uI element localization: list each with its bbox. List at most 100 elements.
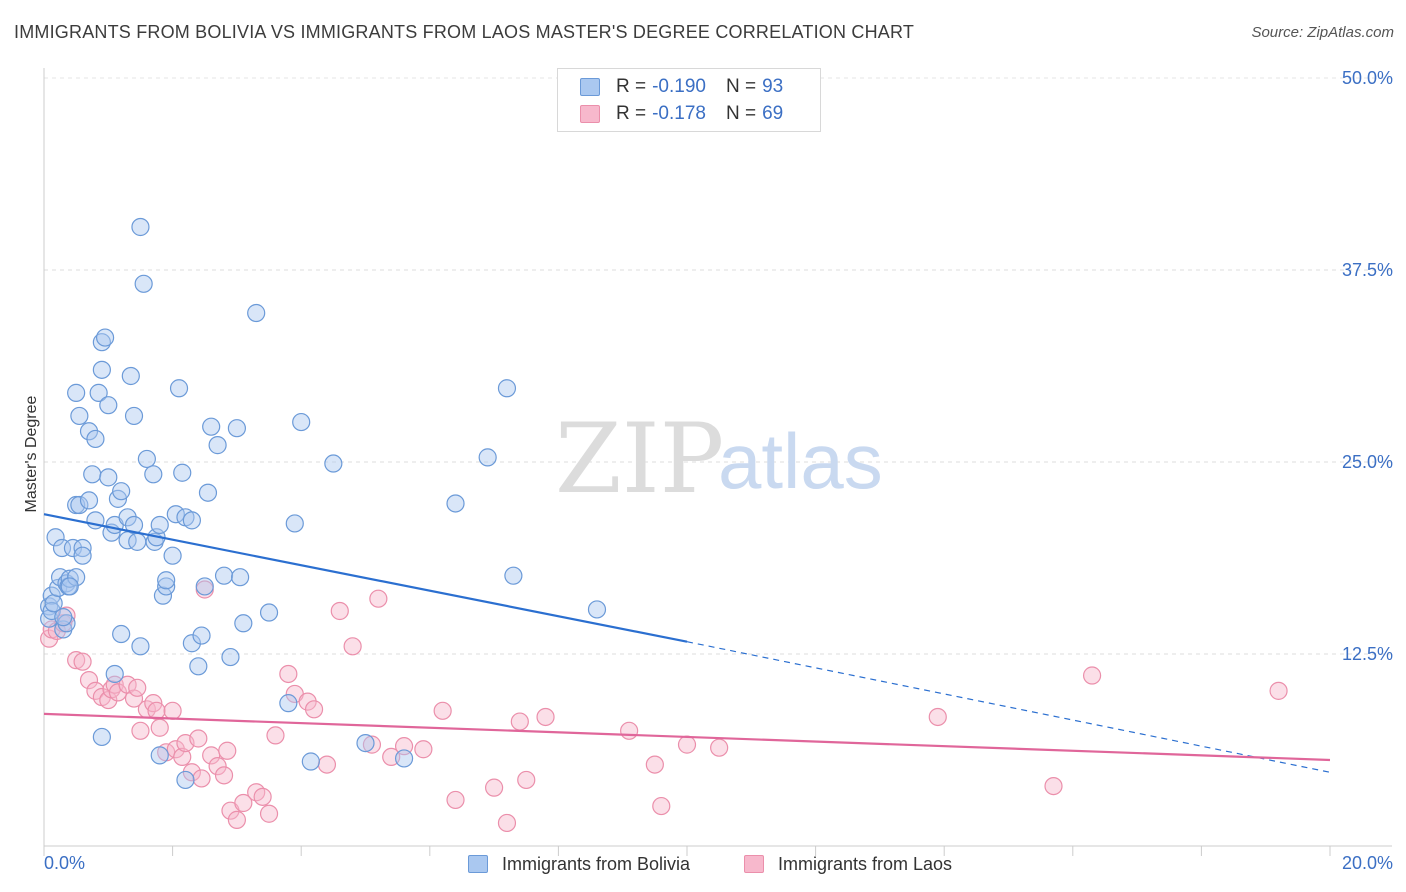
data-point: [292, 412, 311, 432]
data-point: [928, 707, 947, 727]
data-point: [63, 538, 83, 558]
data-point: [67, 651, 86, 670]
y-axis-label: Master's Degree: [23, 395, 40, 513]
y-tick-label: 37.5%: [1342, 260, 1393, 280]
data-point: [234, 614, 253, 633]
series-laos-points: [40, 580, 1288, 833]
data-point: [192, 626, 211, 645]
data-point: [73, 652, 92, 671]
trend-line-laos: [43, 712, 1331, 762]
trend-line-bolivia-extension: [686, 641, 1331, 773]
watermark-atlas: atlas: [718, 417, 883, 505]
data-point: [144, 465, 163, 484]
data-point: [356, 733, 375, 753]
data-point: [369, 589, 388, 608]
data-point: [1269, 681, 1288, 700]
trend-line-bolivia: [43, 513, 688, 643]
data-point: [70, 495, 89, 515]
data-point: [128, 678, 147, 697]
data-point: [99, 690, 118, 710]
laos-r-value: -0.178: [652, 103, 706, 124]
data-point: [227, 810, 246, 829]
legend-laos-swatch: [744, 855, 764, 873]
data-point: [60, 569, 79, 588]
data-point: [446, 494, 465, 513]
data-point: [150, 515, 169, 535]
x-tick-label: 20.0%: [1342, 853, 1393, 873]
data-point: [266, 726, 285, 745]
data-point: [121, 366, 140, 386]
series-bolivia-points: [40, 217, 607, 790]
trend-lines: [43, 513, 1331, 773]
source-label: Source: ZipAtlas.com: [1251, 24, 1394, 41]
data-point: [73, 538, 92, 558]
legend-laos-label: Immigrants from Laos: [778, 853, 953, 874]
chart-title: IMMIGRANTS FROM BOLIVIA VS IMMIGRANTS FR…: [14, 22, 915, 42]
data-point: [362, 735, 382, 754]
bolivia-n-label: N =: [725, 76, 757, 97]
data-point: [279, 694, 298, 713]
laos-swatch: [580, 105, 600, 123]
laos-n-value: 69: [762, 103, 784, 124]
data-point: [677, 735, 697, 754]
data-point: [182, 634, 201, 653]
data-point: [620, 721, 639, 740]
data-point: [54, 608, 73, 627]
data-point: [279, 664, 298, 684]
data-point: [163, 701, 182, 720]
data-point: [446, 790, 465, 810]
bolivia-r-value: -0.190: [652, 76, 706, 97]
data-point: [73, 546, 92, 565]
x-tick-labels: 0.0% 20.0%: [44, 853, 1393, 873]
data-point: [131, 721, 150, 740]
data-point: [150, 746, 169, 765]
data-point: [67, 383, 86, 402]
data-point: [433, 701, 452, 720]
data-point: [112, 624, 131, 644]
stat-row-bolivia: R = -0.190 N = 93: [580, 74, 783, 100]
legend-item-bolivia[interactable]: Immigrants from Bolivia: [468, 852, 690, 876]
y-tick-label: 12.5%: [1342, 644, 1393, 664]
data-point: [1082, 666, 1102, 685]
data-point: [536, 707, 555, 727]
data-point: [134, 274, 153, 293]
data-point: [189, 729, 208, 748]
data-point: [79, 671, 99, 690]
data-point: [92, 727, 111, 747]
y-tick-label: 25.0%: [1342, 452, 1393, 472]
data-point: [478, 448, 497, 467]
data-point: [214, 766, 234, 785]
data-point: [192, 769, 211, 788]
data-point: [710, 738, 729, 757]
data-point: [157, 577, 176, 596]
data-point: [517, 770, 536, 790]
data-point: [99, 468, 118, 487]
data-point: [198, 483, 218, 502]
data-point: [46, 528, 65, 547]
legend-item-laos[interactable]: Immigrants from Laos: [744, 852, 952, 876]
watermark-zip: ZIP: [555, 403, 724, 515]
data-point: [208, 757, 227, 776]
data-point: [214, 566, 234, 585]
data-point: [163, 546, 182, 565]
data-point: [86, 429, 105, 449]
y-tick-label: 50.0%: [1342, 68, 1393, 88]
data-point: [150, 718, 169, 737]
data-point: [124, 515, 144, 535]
laos-n-label: N =: [725, 103, 757, 124]
data-point: [124, 406, 144, 426]
axes: [43, 68, 1392, 856]
watermark: ZIP atlas: [555, 403, 883, 515]
laos-r-label: R =: [616, 103, 647, 124]
data-point: [79, 491, 99, 510]
data-point: [67, 568, 86, 587]
data-point: [128, 532, 147, 551]
data-point: [247, 303, 266, 323]
data-point: [414, 740, 433, 759]
data-point: [497, 379, 517, 398]
gridlines: [44, 77, 1392, 655]
data-point: [137, 449, 156, 469]
data-point: [218, 741, 237, 760]
data-point: [189, 657, 208, 676]
data-point: [510, 712, 529, 731]
